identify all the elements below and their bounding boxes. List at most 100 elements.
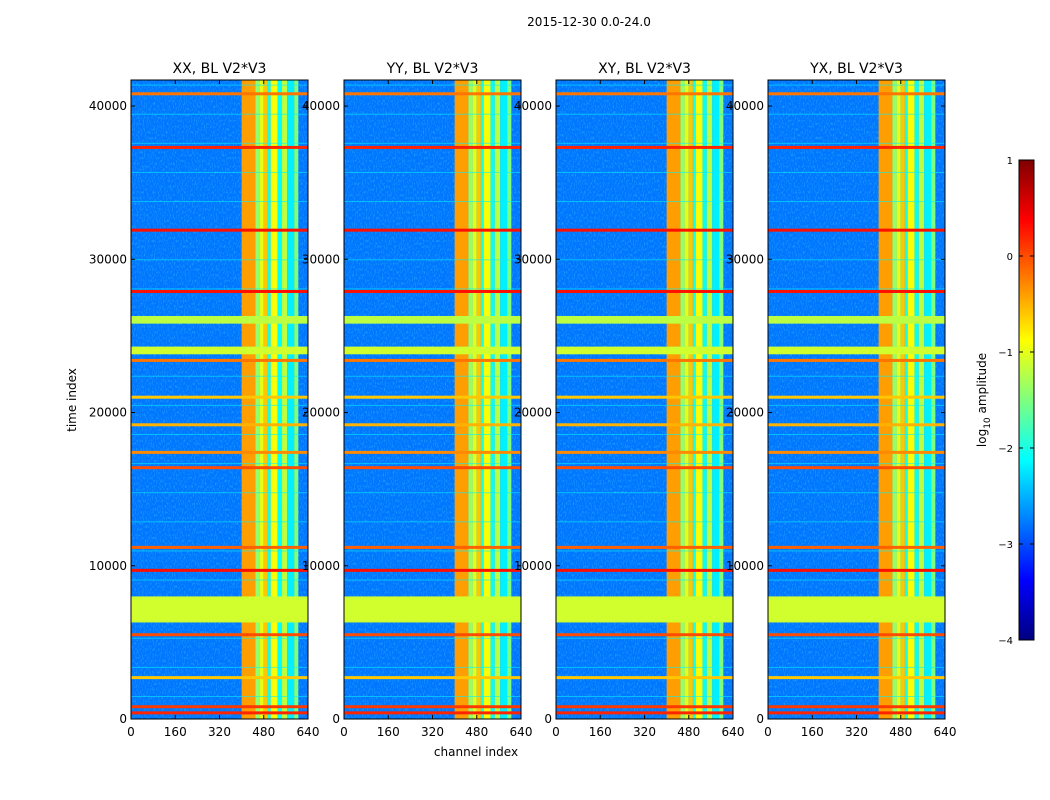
rfi-time-line [768,423,945,427]
rfi-time-line [344,395,521,399]
x-axis-label: channel index [434,745,518,759]
rfi-time-line [131,705,308,709]
time-texture-line [768,492,945,494]
time-texture-line [556,171,733,173]
time-texture-line [768,579,945,581]
channel-band [924,80,932,719]
rfi-time-line [131,145,308,149]
rfi-time-line [556,568,733,572]
x-tick-label: 320 [633,725,656,739]
colorbar-gradient [1018,159,1035,641]
rfi-time-line [556,466,733,470]
y-tick-label: 0 [544,712,552,726]
time-texture-line [131,463,308,465]
time-texture-line [556,113,733,115]
rfi-time-line [556,358,733,362]
channel-band [270,80,278,719]
panel-yy: YY, BL V2*V3 0 160 320 480 640 0 10000 20000 3000… [302,61,533,739]
time-texture-line [131,579,308,581]
time-texture-line [556,84,733,86]
x-tick-label: 480 [252,725,275,739]
channel-band [907,80,915,719]
time-texture-line [131,433,308,435]
y-tick-label: 40000 [89,99,127,113]
rfi-time-line [768,633,945,637]
channel-band [896,80,901,719]
time-texture-line [131,550,308,552]
flagged-time-block [131,346,308,355]
rfi-time-line [556,633,733,637]
channel-band [468,80,473,719]
y-tick-label: 0 [119,712,127,726]
time-texture-line [768,696,945,698]
time-texture-line [556,521,733,523]
rfi-time-line [344,92,521,96]
rfi-time-line [556,705,733,709]
y-tick-label: 10000 [302,559,340,573]
colorbar-tick-label: −2 [998,444,1013,455]
time-texture-line [131,696,308,698]
x-tick-label: 640 [722,725,745,739]
x-tick-label: 320 [208,725,231,739]
flagged-time-block [556,315,733,324]
colorbar-tick-label: 0 [1007,252,1013,263]
rfi-time-line [344,145,521,149]
time-texture-line [556,433,733,435]
time-texture-line [556,404,733,406]
time-texture-line [768,142,945,144]
channel-band [507,80,512,719]
time-texture-line [768,637,945,639]
time-texture-line [344,201,521,203]
rfi-time-line [131,568,308,572]
channel-band [706,80,713,719]
rfi-time-line [556,145,733,149]
channel-band [918,80,925,719]
time-texture-line [768,288,945,290]
x-tick-label: 160 [377,725,400,739]
channel-band [702,80,707,719]
time-texture-line [768,259,945,261]
rfi-time-line [768,568,945,572]
time-texture-line [344,579,521,581]
channel-band [255,80,260,719]
colorbar: 1 0 −1 −2 −3 −4 log10 amplitude [975,156,1035,647]
y-tick-label: 30000 [726,252,764,266]
rfi-time-line [344,705,521,709]
channel-band [241,80,256,719]
rfi-time-line [556,450,733,454]
channel-band [287,80,295,719]
rfi-time-line [131,358,308,362]
rfi-time-line [556,92,733,96]
y-tick-label: 40000 [726,99,764,113]
time-texture-line [344,288,521,290]
y-tick-label: 40000 [514,99,552,113]
y-tick-label: 30000 [302,252,340,266]
time-texture-line [344,433,521,435]
flagged-time-block [768,315,945,324]
time-texture-line [556,637,733,639]
rfi-time-line [768,545,945,549]
time-texture-line [768,433,945,435]
channel-band [688,80,693,719]
x-tick-label: 480 [465,725,488,739]
rfi-time-line [768,92,945,96]
time-texture-line [131,521,308,523]
rfi-time-line [556,423,733,427]
rfi-time-line [768,676,945,680]
x-tick-label: 160 [589,725,612,739]
rfi-time-line [556,289,733,293]
time-texture-line [344,259,521,261]
time-texture-line [344,171,521,173]
rfi-time-line [344,676,521,680]
y-tick-label: 30000 [514,252,552,266]
time-texture-line [556,696,733,698]
colorbar-tick-label: −4 [998,636,1013,647]
time-texture-line [131,404,308,406]
channel-band [277,80,282,719]
colorbar-ticks: 1 0 −1 −2 −3 −4 [998,156,1034,647]
time-texture-line [768,463,945,465]
rfi-time-line [768,289,945,293]
time-texture-line [768,201,945,203]
channel-band [692,80,696,719]
rfi-time-line [768,145,945,149]
